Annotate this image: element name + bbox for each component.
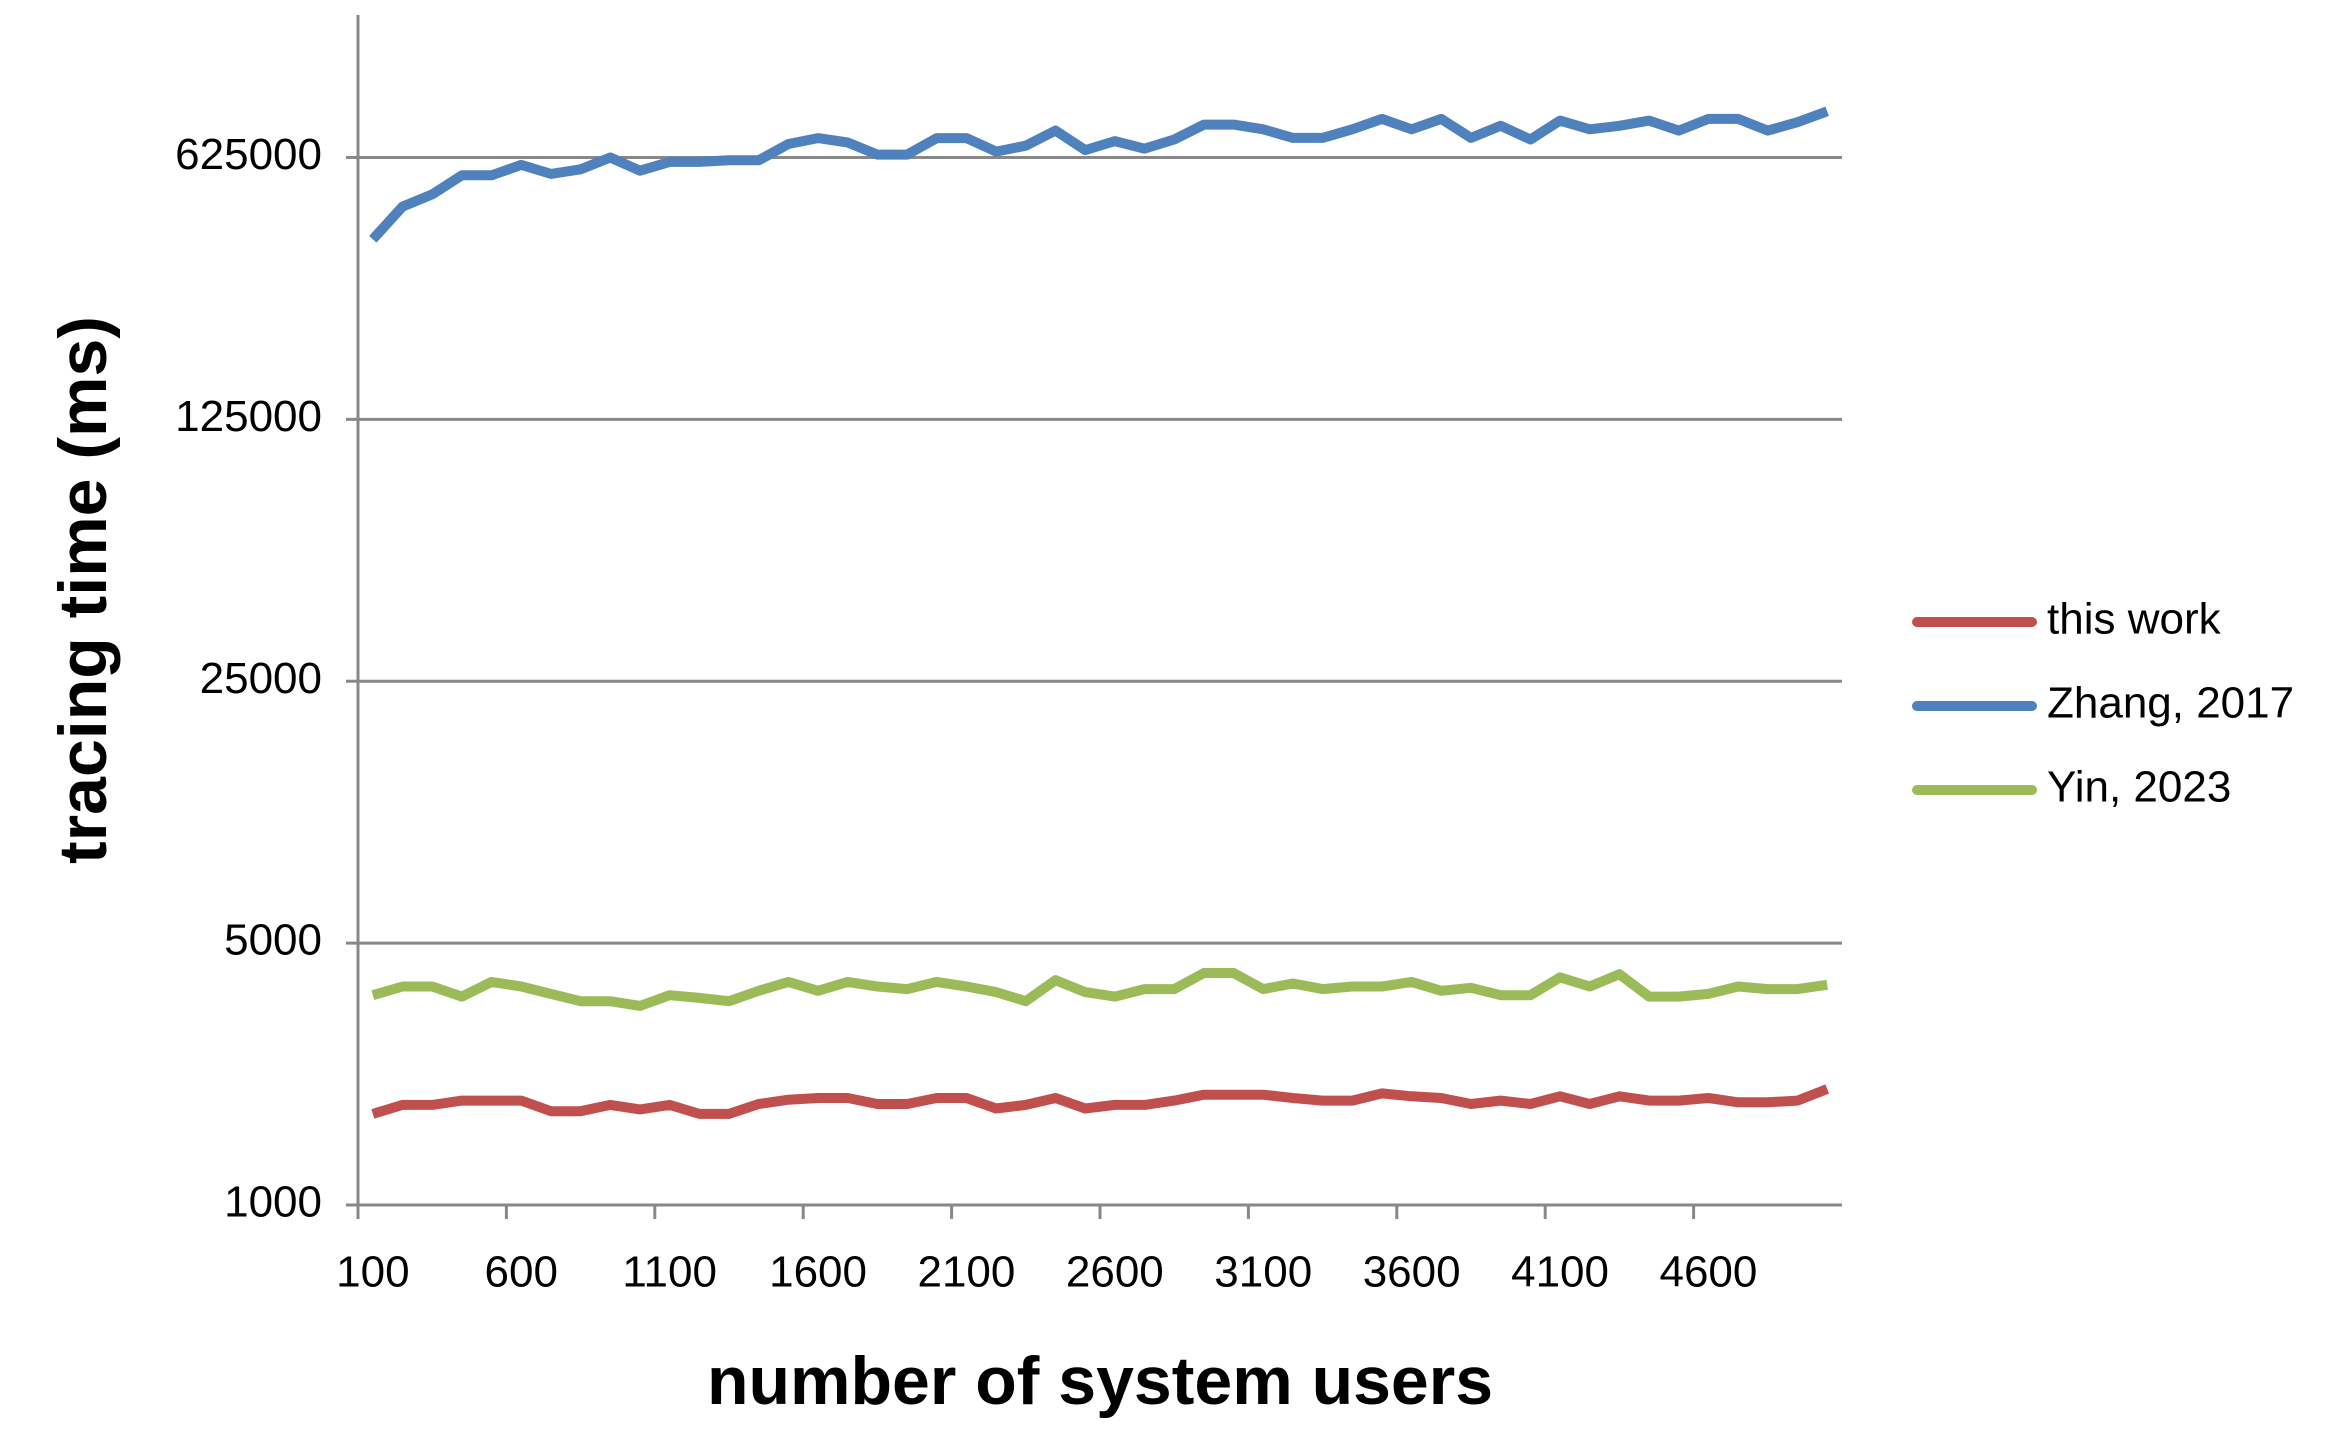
x-tick-label: 2600 <box>1066 1248 1164 1297</box>
series-line <box>371 1084 1830 1119</box>
x-tick-label: 600 <box>485 1248 558 1297</box>
y-tick-label: 125000 <box>175 392 322 441</box>
legend-label: this work <box>2047 595 2222 644</box>
x-tick-label: 3100 <box>1214 1248 1312 1297</box>
x-tick-label: 3600 <box>1363 1248 1461 1297</box>
legend-label: Zhang, 2017 <box>2047 679 2294 728</box>
x-tick-label: 1100 <box>622 1248 717 1297</box>
x-tick-label: 1600 <box>769 1248 867 1297</box>
x-tick-label: 4100 <box>1511 1248 1609 1297</box>
x-tick-label: 2100 <box>917 1248 1015 1297</box>
y-tick-label: 25000 <box>200 654 322 703</box>
x-axis-title: number of system users <box>707 1343 1493 1419</box>
x-tick-label: 100 <box>336 1248 409 1297</box>
y-tick-label: 625000 <box>175 130 322 179</box>
series-line <box>369 106 1829 243</box>
series-line <box>371 968 1828 1011</box>
y-tick-label: 1000 <box>224 1178 322 1227</box>
x-tick-label: 4600 <box>1659 1248 1757 1297</box>
y-tick-label: 5000 <box>224 916 322 965</box>
y-axis-title: tracing time (ms) <box>45 316 121 864</box>
legend-label: Yin, 2023 <box>2047 763 2231 812</box>
